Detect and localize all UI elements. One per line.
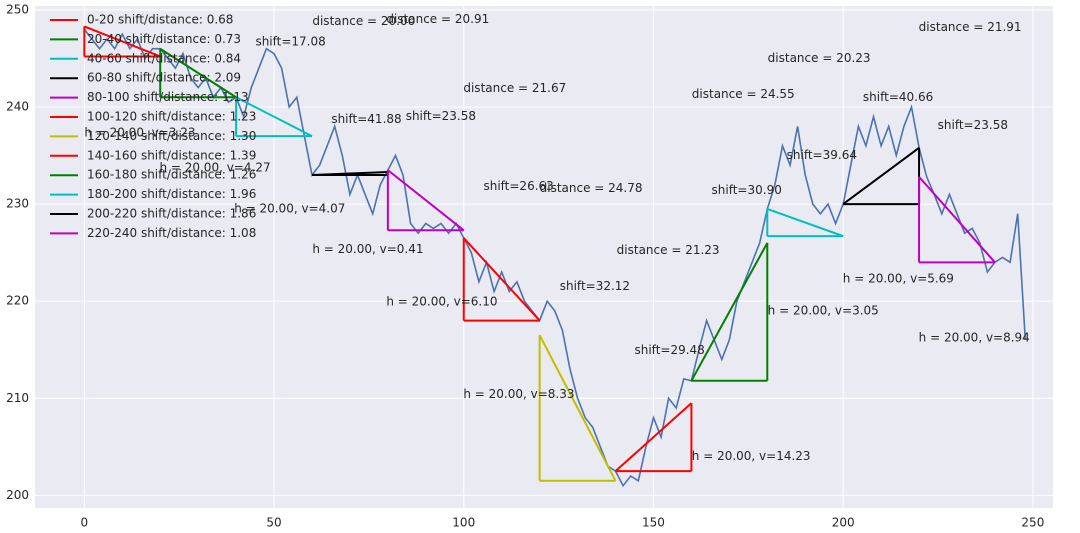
x-tick-label: 200 [832,516,855,530]
legend-label: 180-200 shift/distance: 1.96 [87,187,256,201]
annotation: shift=40.66 [863,90,933,104]
x-tick-label: 50 [266,516,281,530]
legend-label: 100-120 shift/distance: 1.23 [87,110,256,124]
plot-area [35,6,1053,508]
triangle-hypotenuse [387,169,465,232]
legend-label: 40-60 shift/distance: 0.84 [87,51,241,65]
triangle-hypotenuse [538,334,617,482]
annotation: h = 20.00, v=3.23 [84,126,195,140]
triangle-hypotenuse [690,242,769,382]
data-line [83,28,1027,488]
triangle-hypotenuse [614,402,693,472]
annotation: h = 20.00, v=14.23 [692,449,811,463]
annotation: shift=23.58 [406,109,476,123]
y-tick-label: 250 [6,2,29,16]
annotation: distance = 24.55 [692,87,795,101]
annotation: h = 20.00, v=4.27 [159,161,270,175]
triangle-hypotenuse [918,176,996,264]
y-tick-label: 240 [6,99,29,113]
legend-label: 120-140 shift/distance: 1.30 [87,129,256,143]
triangle-hypotenuse [766,207,844,238]
annotation: distance = 20.23 [768,51,871,65]
annotation: shift=26.63 [483,179,553,193]
annotation: h = 20.00, v=6.10 [386,295,497,309]
annotation: h = 20.00, v=8.33 [463,387,574,401]
annotation: distance = 21.23 [617,243,720,257]
triangle-hypotenuse [235,96,313,138]
legend-label: 60-80 shift/distance: 2.09 [87,71,241,85]
annotation: h = 20.00, v=0.41 [312,242,423,256]
annotation: shift=17.08 [255,34,325,48]
annotation: distance = 24.78 [540,181,643,195]
annotation: h = 20.00, v=8.94 [919,331,1030,345]
legend-label: 200-220 shift/distance: 1.86 [87,207,256,221]
y-tick-label: 200 [6,488,29,502]
annotation: shift=23.58 [938,118,1008,132]
triangle-hypotenuse [83,25,161,58]
legend-label: 0-20 shift/distance: 0.68 [87,13,233,27]
annotation: distance = 21.67 [463,81,566,95]
annotation: shift=32.12 [560,279,630,293]
x-tick-label: 100 [452,516,475,530]
annotation: h = 20.00, v=3.05 [768,303,879,317]
legend-label: 160-180 shift/distance: 1.26 [87,168,256,182]
legend-label: 140-160 shift/distance: 1.39 [87,148,256,162]
legend-label: 20-40 shift/distance: 0.73 [87,32,241,46]
annotation: shift=29.48 [634,343,704,357]
annotation: h = 20.00, v=4.07 [234,201,345,215]
annotation: shift=41.88 [331,112,401,126]
triangle-hypotenuse [463,237,541,322]
x-tick-label: 250 [1021,516,1044,530]
x-tick-label: 150 [642,516,665,530]
annotation: shift=39.64 [787,148,857,162]
legend-label: 80-100 shift/distance: 1.13 [87,90,249,104]
annotation: distance = 21.91 [919,20,1022,34]
triangle-hypotenuse [159,47,237,99]
triangle-hypotenuse [842,146,920,205]
annotation: shift=30.90 [712,183,782,197]
y-tick-label: 220 [6,294,29,308]
y-tick-label: 230 [6,197,29,211]
annotation: h = 20.00, v=5.69 [843,271,954,285]
legend-label: 220-240 shift/distance: 1.08 [87,226,256,240]
annotation: distance = 20.00 [312,14,415,28]
annotation: distance = 20.91 [386,12,489,26]
x-tick-label: 0 [81,516,89,530]
y-tick-label: 210 [6,391,29,405]
